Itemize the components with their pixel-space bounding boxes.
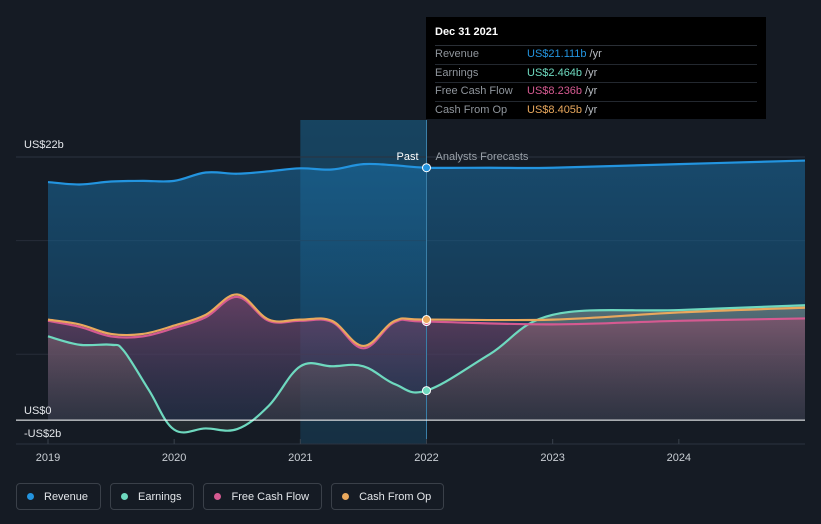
legend-label: Revenue — [44, 490, 89, 503]
tooltip-unit: /yr — [585, 66, 598, 79]
tooltip-row-cash-from-op: Cash From Op US$8.405b /yr — [435, 102, 757, 120]
legend-item-free-cash-flow[interactable]: Free Cash Flow — [203, 483, 323, 510]
earnings-marker — [422, 386, 431, 396]
past-label: Past — [396, 151, 418, 163]
tooltip-unit: /yr — [585, 103, 598, 116]
tooltip-value: US$8.236b — [527, 85, 583, 97]
cash-from-op-dot-icon — [342, 493, 350, 500]
tooltip-label: Free Cash Flow — [435, 85, 513, 97]
legend: Revenue Earnings Free Cash Flow Cash Fro… — [16, 483, 445, 510]
tooltip-label: Revenue — [435, 48, 480, 60]
revenue-marker — [422, 163, 431, 173]
legend-item-earnings[interactable]: Earnings — [110, 483, 195, 510]
x-tick-label: 2022 — [414, 452, 438, 464]
tooltip-date: Dec 31 2021 — [435, 25, 757, 46]
y-tick-label: US$0 — [24, 405, 52, 417]
legend-item-cash-from-op[interactable]: Cash From Op — [331, 483, 445, 510]
earnings-line — [47, 304, 806, 434]
x-tick-label: 2023 — [540, 452, 564, 464]
tooltip-value: US$21.111b — [527, 48, 587, 60]
y-tick-label: US$22b — [24, 139, 64, 151]
legend-item-revenue[interactable]: Revenue — [16, 483, 102, 510]
tooltip-label: Cash From Op — [435, 103, 508, 116]
tooltip-row-earnings: Earnings US$2.464b /yr — [435, 65, 757, 83]
legend-label: Earnings — [138, 490, 182, 503]
tooltip-row-free-cash-flow: Free Cash Flow US$8.236b /yr — [435, 83, 757, 102]
x-tick-label: 2020 — [162, 452, 186, 464]
tooltip-value: US$8.405b — [527, 103, 583, 116]
legend-label: Cash From Op — [359, 490, 432, 503]
x-tick-label: 2021 — [288, 452, 312, 464]
earnings-dot-icon — [121, 493, 129, 500]
tooltip-label: Earnings — [435, 66, 479, 79]
tooltip-value: US$2.464b — [527, 66, 583, 79]
tooltip-unit: /yr — [589, 48, 602, 60]
forecast-label: Analysts Forecasts — [436, 151, 529, 163]
tooltip: Dec 31 2021 Revenue US$21.111b /yr Earni… — [426, 17, 766, 119]
revenue-line — [47, 159, 806, 186]
free-cash-flow-line — [47, 295, 806, 350]
cash-from-op-line — [47, 293, 806, 348]
tooltip-row-revenue: Revenue US$21.111b /yr — [435, 46, 757, 65]
free-cash-flow-dot-icon — [214, 493, 222, 500]
x-tick-label: 2019 — [36, 452, 60, 464]
revenue-dot-icon — [27, 493, 34, 500]
x-tick-label: 2024 — [667, 452, 691, 464]
legend-label: Free Cash Flow — [231, 490, 310, 503]
y-tick-label: -US$2b — [24, 428, 61, 440]
cash-from-op-marker — [422, 315, 431, 325]
tooltip-unit: /yr — [585, 85, 598, 97]
